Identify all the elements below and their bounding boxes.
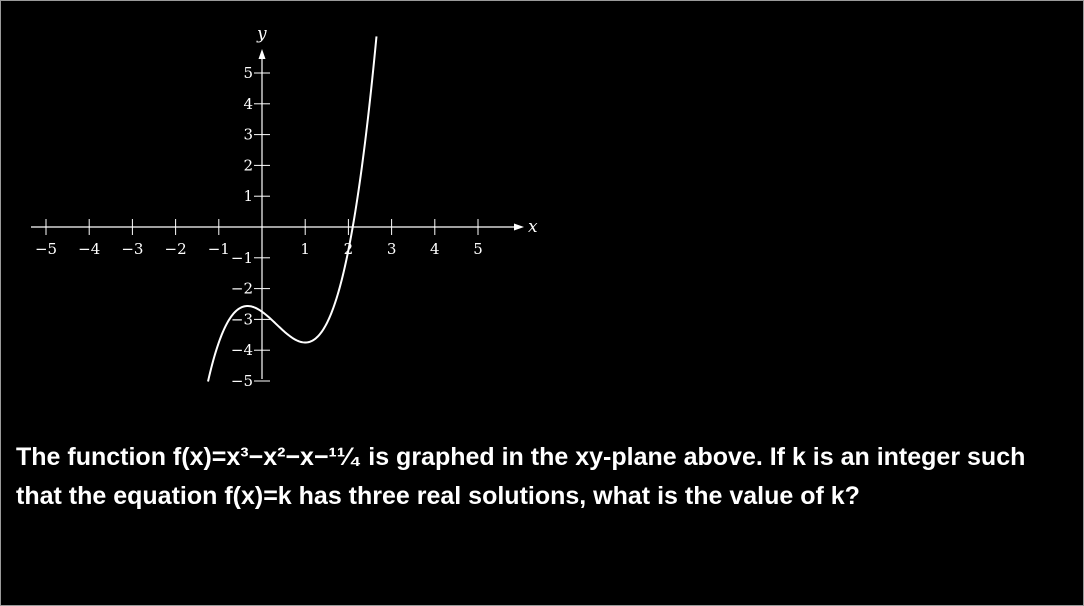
y-tick-label: −3 — [231, 310, 253, 328]
y-axis-label: y — [256, 24, 267, 44]
x-tick-label: −5 — [35, 240, 57, 258]
y-tick-label: −1 — [231, 249, 253, 267]
x-axis-arrow — [514, 223, 524, 231]
y-axis-arrow — [258, 49, 266, 59]
y-tick-label: 5 — [243, 64, 253, 82]
y-tick-label: 1 — [243, 187, 253, 205]
y-tick-label: −5 — [231, 372, 253, 390]
function-curve — [207, 36, 378, 382]
y-tick-label: 2 — [243, 156, 253, 174]
x-axis-label: x — [528, 217, 538, 237]
x-tick-label: −4 — [78, 240, 100, 258]
question-text: The function f(x)=x³−x²−x−¹¹⁄₄ is graphe… — [16, 443, 1026, 510]
axis-ticks — [45, 72, 479, 382]
x-tick-label: 4 — [430, 240, 440, 258]
y-tick-label: 3 — [243, 126, 253, 144]
x-tick-label: 3 — [387, 240, 397, 258]
y-tick-label: −4 — [231, 341, 253, 359]
x-tick-label: −2 — [165, 240, 187, 258]
y-tick-label: 4 — [243, 95, 253, 113]
axes — [31, 49, 524, 379]
x-tick-label: 5 — [473, 240, 483, 258]
y-tick-label: −2 — [231, 280, 253, 298]
x-tick-label: 1 — [300, 240, 310, 258]
x-tick-label: −1 — [208, 240, 230, 258]
x-tick-label: −3 — [121, 240, 143, 258]
